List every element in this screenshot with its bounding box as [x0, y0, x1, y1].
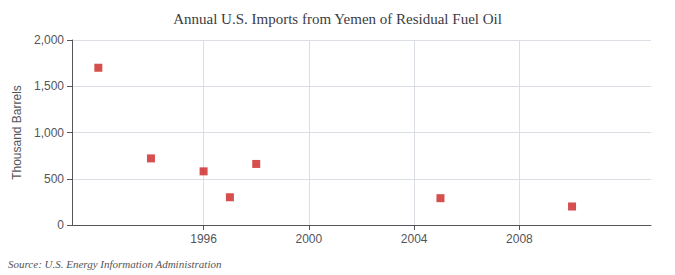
svg-text:2000: 2000 — [296, 232, 323, 246]
svg-text:2008: 2008 — [506, 232, 533, 246]
svg-text:2,000: 2,000 — [34, 33, 64, 47]
svg-text:Thousand Barrels: Thousand Barrels — [10, 85, 24, 180]
svg-text:Source: U.S. Energy Informatio: Source: U.S. Energy Information Administ… — [8, 258, 222, 270]
svg-text:500: 500 — [44, 172, 64, 186]
svg-text:Annual U.S. Imports from Yemen: Annual U.S. Imports from Yemen of Residu… — [173, 11, 502, 27]
svg-text:2004: 2004 — [401, 232, 428, 246]
svg-text:1,000: 1,000 — [34, 126, 64, 140]
svg-text:0: 0 — [57, 218, 64, 232]
svg-text:1,500: 1,500 — [34, 79, 64, 93]
svg-text:1996: 1996 — [190, 232, 217, 246]
